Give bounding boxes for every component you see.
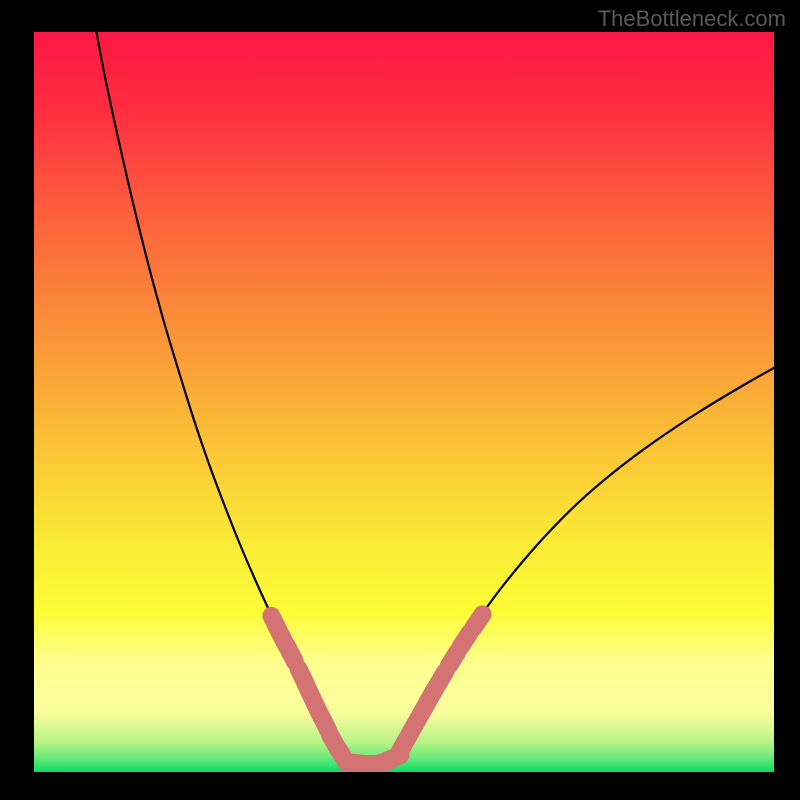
chart-container: TheBottleneck.com xyxy=(0,0,800,800)
curve-marker xyxy=(473,614,482,627)
curve-marker xyxy=(461,633,470,647)
curve-marker xyxy=(287,647,294,661)
gradient-background xyxy=(34,32,774,772)
curve-marker xyxy=(437,672,445,686)
plot-area xyxy=(34,32,774,772)
watermark-text: TheBottleneck.com xyxy=(598,6,786,32)
chart-svg xyxy=(34,32,774,772)
